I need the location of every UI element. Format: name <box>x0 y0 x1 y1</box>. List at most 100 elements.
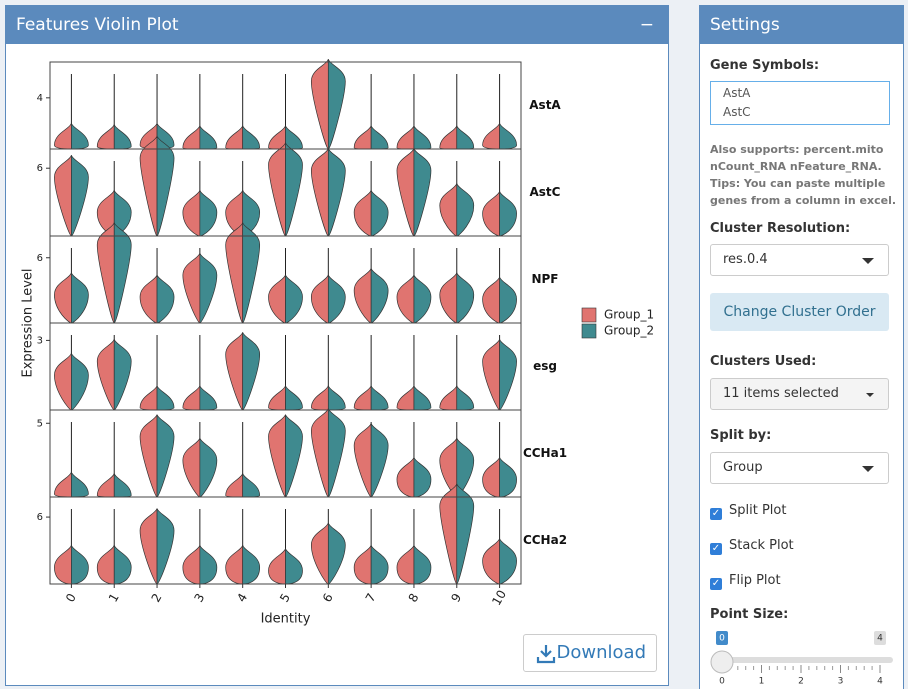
slider-max-label: 4 <box>877 634 883 644</box>
violin-half <box>310 59 329 150</box>
violin-half <box>396 545 415 585</box>
violin-half <box>310 522 329 585</box>
violin-half <box>113 339 132 411</box>
checkbox[interactable]: ✓ Stack Plot <box>710 538 794 555</box>
violin-half <box>199 252 218 324</box>
point-size-label: Point Size: <box>710 607 789 622</box>
violin-half <box>156 414 175 498</box>
violin-half <box>370 385 389 411</box>
gene-line: AstC <box>723 105 751 119</box>
download-button[interactable]: Download <box>523 634 657 672</box>
violin-half <box>182 545 201 585</box>
violin-half <box>396 274 415 324</box>
violin-half <box>310 148 329 237</box>
violin-half <box>370 190 389 237</box>
violin-half <box>482 339 500 411</box>
violin-half <box>499 276 517 324</box>
violin-half <box>113 124 132 150</box>
violin-half <box>285 274 303 324</box>
violin-half <box>327 408 346 498</box>
violin-half <box>310 408 329 498</box>
violin-half <box>242 332 261 411</box>
help-line: Tips: You can paste multiple <box>710 177 886 190</box>
violin-half <box>225 545 244 585</box>
resolution-select[interactable]: res.0.4 <box>710 244 889 276</box>
violin-half <box>396 148 415 237</box>
violin-half <box>413 385 432 411</box>
violin-half <box>156 508 175 585</box>
slider-tick-label: 3 <box>838 677 844 687</box>
y-tick-label: 6 <box>37 512 43 523</box>
checkbox[interactable]: ✓ Split Plot <box>710 503 786 520</box>
violin-half <box>71 471 89 498</box>
violin-half <box>327 59 346 150</box>
y-tick-label: 4 <box>37 93 43 104</box>
violin-half <box>285 548 303 585</box>
violin-half <box>96 124 115 150</box>
gene-label: AstC <box>530 185 561 199</box>
violin-half <box>139 508 158 585</box>
split-select[interactable]: Group <box>710 452 889 484</box>
violin-half <box>396 125 415 150</box>
violin-half <box>199 545 218 585</box>
x-tick-label: 10 <box>489 588 509 608</box>
x-tick-label: 9 <box>448 591 464 605</box>
clusters-select[interactable]: 11 items selected <box>710 378 889 410</box>
point-size-slider[interactable]: 0 1 2 3 4 0 4 <box>700 628 903 688</box>
help-text: Also supports: percent.mito nCount_RNA n… <box>710 141 896 209</box>
violin-half <box>456 272 475 324</box>
order-button[interactable]: Change Cluster Order <box>710 293 889 331</box>
violin-chart: 4 AstA 6 AstC 6 NPF 3 esg 5 CCHa1 6 CCHa2 0 1 2 3 4 5 6 7 8 9… <box>21 59 654 627</box>
collapse-button[interactable]: − <box>639 15 654 35</box>
violin-half <box>439 183 458 237</box>
slider-tick-label: 0 <box>719 677 725 687</box>
violin-half <box>439 272 458 324</box>
download-label: Download <box>556 642 646 663</box>
x-axis-label: Identity <box>261 612 311 627</box>
violin-half <box>370 545 389 585</box>
violin-half <box>285 414 303 498</box>
violin-half <box>199 125 218 150</box>
legend-swatch <box>581 323 597 339</box>
checkbox[interactable]: ✓ Flip Plot <box>710 573 781 590</box>
slider-handle <box>710 650 734 674</box>
x-tick-label: 5 <box>277 591 293 605</box>
violin-half <box>353 125 372 150</box>
download-icon <box>536 645 556 664</box>
violin-half <box>413 125 432 150</box>
x-tick-label: 7 <box>363 591 379 605</box>
violin-half <box>456 183 475 237</box>
violin-half <box>268 274 286 324</box>
violin-half <box>113 545 132 585</box>
plot-header: Features Violin Plot − <box>6 6 668 44</box>
x-tick-label: 0 <box>63 591 79 605</box>
y-tick-label: 3 <box>37 335 43 346</box>
legend-label: Group_1 <box>604 308 654 322</box>
x-tick-label: 4 <box>234 591 250 605</box>
violin-half <box>268 548 286 585</box>
violin-half <box>499 191 517 237</box>
gene-line: AstA <box>723 86 751 100</box>
violin-half <box>71 123 89 150</box>
violin-half <box>71 353 89 411</box>
violin-half <box>499 457 517 498</box>
gene-input[interactable]: AstA AstC <box>710 81 890 125</box>
checkbox-label: Split Plot <box>729 503 787 518</box>
help-line: Also supports: percent.mito <box>710 143 884 156</box>
violin-half <box>413 545 432 585</box>
x-tick-label: 6 <box>320 591 336 605</box>
slider-tick-label: 1 <box>759 677 765 687</box>
violin-half <box>96 339 115 411</box>
checkbox-box: ✓ <box>710 578 722 590</box>
violin-half <box>71 545 89 585</box>
gene-label: CCHa1 <box>523 446 567 460</box>
violin-half <box>353 190 372 237</box>
y-tick-label: 6 <box>37 253 43 264</box>
y-tick-label: 5 <box>37 418 43 429</box>
legend-swatch <box>581 307 597 323</box>
help-line: genes from a column in excel. <box>710 194 897 207</box>
violin-half <box>482 123 500 150</box>
gene-label: Gene Symbols: <box>710 58 820 73</box>
slider-max-bubble <box>874 631 886 645</box>
